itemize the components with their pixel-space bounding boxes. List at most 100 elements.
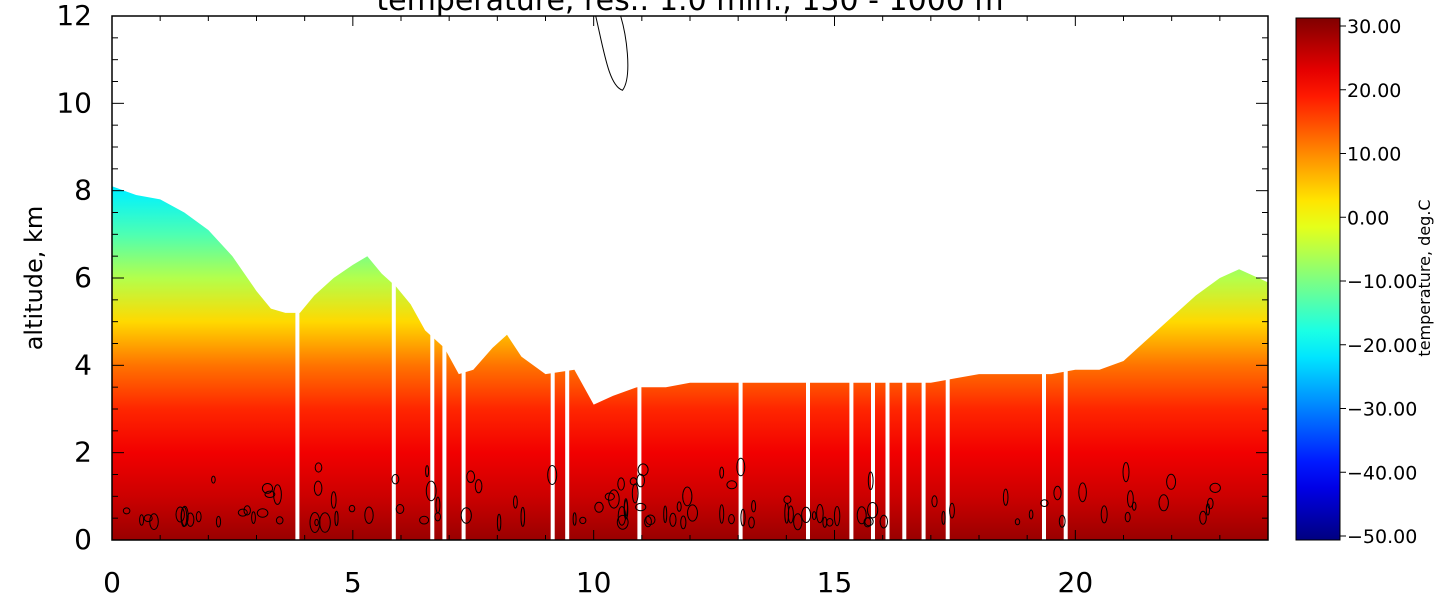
contour-blob (783, 495, 792, 504)
contour-blob (1209, 482, 1221, 493)
contour-blob (143, 514, 153, 523)
data-gap-14 (921, 16, 926, 540)
contour-blob (175, 506, 185, 523)
data-gaps (295, 16, 1068, 540)
colorbar-tick-label: 20.00 (1347, 80, 1401, 102)
contour-blob (682, 486, 693, 507)
contour-blob (726, 480, 738, 490)
contour-blob (1124, 511, 1131, 523)
contour-blob (256, 508, 269, 518)
contour-blob (1207, 497, 1214, 510)
contour-blob (572, 512, 577, 526)
contour-blob (261, 483, 274, 494)
contour-blob (314, 462, 323, 473)
data-gap-1 (391, 16, 396, 540)
contour-blob (623, 498, 629, 517)
y-axis: 0 2 4 6 8 10 12 (56, 0, 1268, 556)
contour-blob (719, 466, 725, 479)
contour-blob (637, 463, 649, 477)
data-gap-3 (442, 16, 447, 540)
contour-blob (547, 465, 558, 485)
data-gap-4 (461, 16, 466, 540)
colorbar-tick-label: −50.00 (1347, 526, 1417, 548)
y-tick-label: 0 (74, 523, 92, 556)
contour-blob (215, 515, 222, 528)
contour-blob (801, 506, 812, 524)
contour-blob (856, 506, 867, 525)
contour-blob (687, 504, 698, 522)
x-axis: 0 5 10 15 20 (103, 16, 1269, 596)
contour-blob (728, 514, 735, 525)
contour-blob (466, 470, 476, 484)
y-tick-label: 10 (56, 86, 92, 119)
y-axis-label: altitude, km (20, 206, 48, 351)
contour-blob (330, 491, 337, 509)
contour-blob (1014, 518, 1021, 526)
contour-blob (608, 489, 620, 509)
contour-blob (645, 514, 656, 526)
contour-blob (474, 479, 483, 494)
contour-blob (635, 502, 647, 512)
contour-blob (669, 512, 677, 527)
colorbar-scale (1295, 17, 1341, 541)
contour-blob (1199, 510, 1207, 525)
contour-blob (811, 511, 817, 521)
y-tick-label: 6 (74, 261, 92, 294)
data-gap-17 (1063, 16, 1068, 540)
contour-blob (604, 492, 615, 501)
contour-blob (663, 505, 668, 524)
contour-blob (1078, 482, 1087, 503)
data-gap-13 (902, 16, 907, 540)
contour-upper (595, 16, 629, 91)
data-gap-16 (1042, 16, 1046, 540)
data-gap-15 (945, 16, 950, 540)
contour-blob (833, 505, 841, 527)
colorbar-ticks: 30.00 20.00 10.00 0.00 −10.00 −20.00 −30.00 −40… (1340, 16, 1417, 548)
data-gap-0 (295, 16, 300, 540)
contour-blob (391, 474, 400, 485)
contour-blob (237, 508, 248, 517)
data-gap-12 (885, 16, 890, 540)
colorbar-tick-label: −30.00 (1347, 399, 1417, 421)
contour-blob (793, 513, 803, 531)
contour-blob (496, 513, 502, 532)
data-gap-10 (849, 16, 854, 540)
contour-blob (435, 496, 441, 514)
x-tick-label: 0 (103, 566, 121, 596)
contour-blob (275, 516, 284, 525)
contour-blob (616, 514, 629, 530)
contour-blob (680, 515, 687, 530)
x-tick-label: 15 (817, 566, 853, 596)
data-gap-9 (806, 16, 810, 540)
contour-blob (186, 512, 195, 527)
contour-blob (1040, 499, 1049, 508)
data-gap-11 (871, 16, 875, 540)
contour-blob (273, 484, 282, 505)
contour-blob (309, 512, 321, 533)
colorbar-tick-label: −20.00 (1347, 335, 1417, 357)
contour-blob (594, 501, 604, 513)
chart-title: temperature, res.: 1.0 min., 150 - 1000 … (376, 0, 1003, 18)
y-tick-label: 12 (56, 0, 92, 32)
data-gap-2 (430, 16, 435, 540)
y-tick-label: 8 (74, 174, 92, 207)
data-gap-6 (565, 16, 570, 540)
contour-blob (822, 516, 828, 528)
contour-blob (617, 477, 625, 491)
contour-blob (676, 501, 682, 512)
contour-blob (139, 514, 145, 526)
contour-blob (195, 511, 202, 523)
contour-blob (629, 477, 638, 486)
contour-blob (816, 503, 824, 524)
contour-blob (395, 504, 405, 514)
contour-blob (864, 516, 874, 527)
contour-blob (579, 516, 587, 525)
contour-blob (1166, 473, 1177, 490)
contour-blob (879, 514, 888, 529)
contour-lines (122, 16, 1221, 533)
contour-blob (348, 504, 356, 513)
contour-blob (251, 511, 256, 524)
contour-blob (631, 483, 639, 504)
contour-blob (1100, 505, 1108, 524)
data-gap-8 (738, 16, 743, 540)
